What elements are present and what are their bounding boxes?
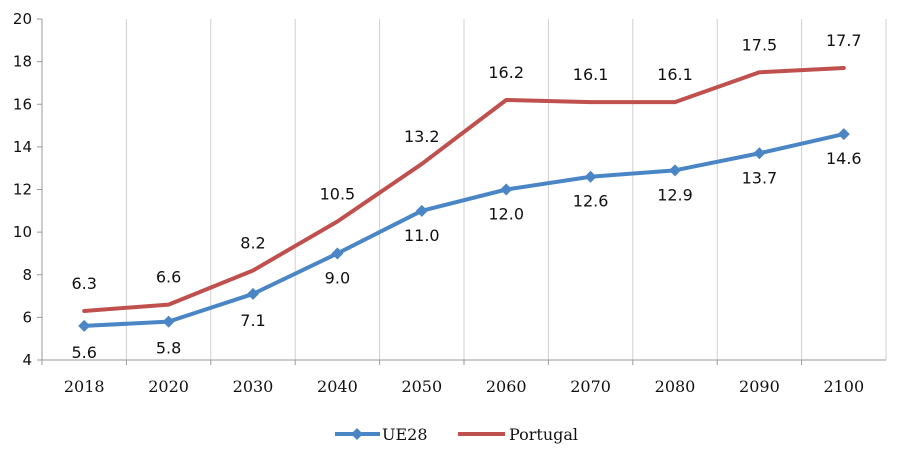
x-tick-label: 2070	[570, 377, 611, 396]
data-point-ue28	[247, 287, 259, 300]
series-line-ue28	[82, 132, 846, 328]
data-label-portugal: 17.5	[742, 35, 778, 54]
legend-label-ue28: UE28	[382, 425, 428, 444]
x-tick-label: 2060	[486, 377, 527, 396]
data-label-ue28: 5.8	[156, 339, 181, 358]
data-label-ue28: 12.6	[573, 192, 609, 211]
data-label-portugal: 17.7	[826, 31, 862, 50]
data-point-ue28	[415, 204, 428, 217]
x-tick-label: 2040	[317, 377, 358, 396]
data-point-ue28	[500, 183, 513, 196]
y-tick-label: 12	[13, 181, 32, 199]
data-point-ue28	[331, 247, 344, 260]
data-point-ue28	[162, 315, 175, 328]
y-tick-label: 4	[22, 351, 32, 369]
data-label-ue28: 11.0	[404, 226, 440, 245]
x-tick-label: 2030	[233, 377, 274, 396]
y-tick-label: 20	[13, 10, 32, 28]
data-label-portugal: 16.1	[657, 65, 693, 84]
data-point-ue28	[584, 170, 597, 183]
data-label-portugal: 8.2	[240, 233, 265, 252]
data-label-portugal: 10.5	[320, 184, 356, 203]
y-tick-label: 6	[22, 308, 32, 326]
data-point-ue28	[837, 128, 850, 141]
data-point-ue28	[78, 319, 91, 332]
series-lines	[78, 66, 850, 332]
legend-marker-ue28	[351, 428, 363, 440]
x-tick-label: 2080	[655, 377, 696, 396]
series-line-portugal	[82, 66, 846, 313]
y-tick-label: 14	[13, 138, 32, 156]
data-label-ue28: 14.6	[826, 149, 862, 168]
data-label-portugal: 16.1	[573, 65, 609, 84]
x-tick-label: 2050	[401, 377, 442, 396]
data-label-ue28: 13.7	[742, 168, 778, 187]
y-tick-label: 16	[13, 95, 32, 113]
data-label-ue28: 5.6	[71, 343, 96, 362]
grid-lines	[125, 19, 887, 360]
data-label-ue28: 7.1	[240, 311, 265, 330]
x-tick-label: 2100	[823, 377, 864, 396]
data-label-portugal: 13.2	[404, 127, 440, 146]
data-label-ue28: 12.0	[488, 205, 524, 224]
legend-label-portugal: Portugal	[509, 425, 578, 444]
x-tick-label: 2020	[148, 377, 189, 396]
data-point-ue28	[753, 147, 766, 160]
data-labels: 5.6 5.8 7.1 9.0 11.0 12.0 12.6 12.9 13.7 14.6 6.3 6…	[71, 31, 861, 362]
axes: 4 6 8 10 12 14 16 18 20 2018 2020 2030 2040 2050 2060 2…	[13, 10, 886, 396]
y-tick-label: 10	[13, 223, 32, 241]
data-label-portugal: 6.6	[156, 268, 181, 287]
x-tick-label: 2018	[64, 377, 105, 396]
data-label-portugal: 16.2	[488, 63, 524, 82]
y-tick-label: 18	[13, 53, 32, 71]
y-tick-label: 8	[22, 266, 32, 284]
data-label-portugal: 6.3	[71, 274, 96, 293]
data-label-ue28: 12.9	[657, 185, 693, 204]
data-point-ue28	[669, 164, 681, 177]
data-label-ue28: 9.0	[325, 268, 350, 287]
x-tick-label: 2090	[739, 377, 780, 396]
legend: UE28 Portugal	[335, 425, 578, 444]
